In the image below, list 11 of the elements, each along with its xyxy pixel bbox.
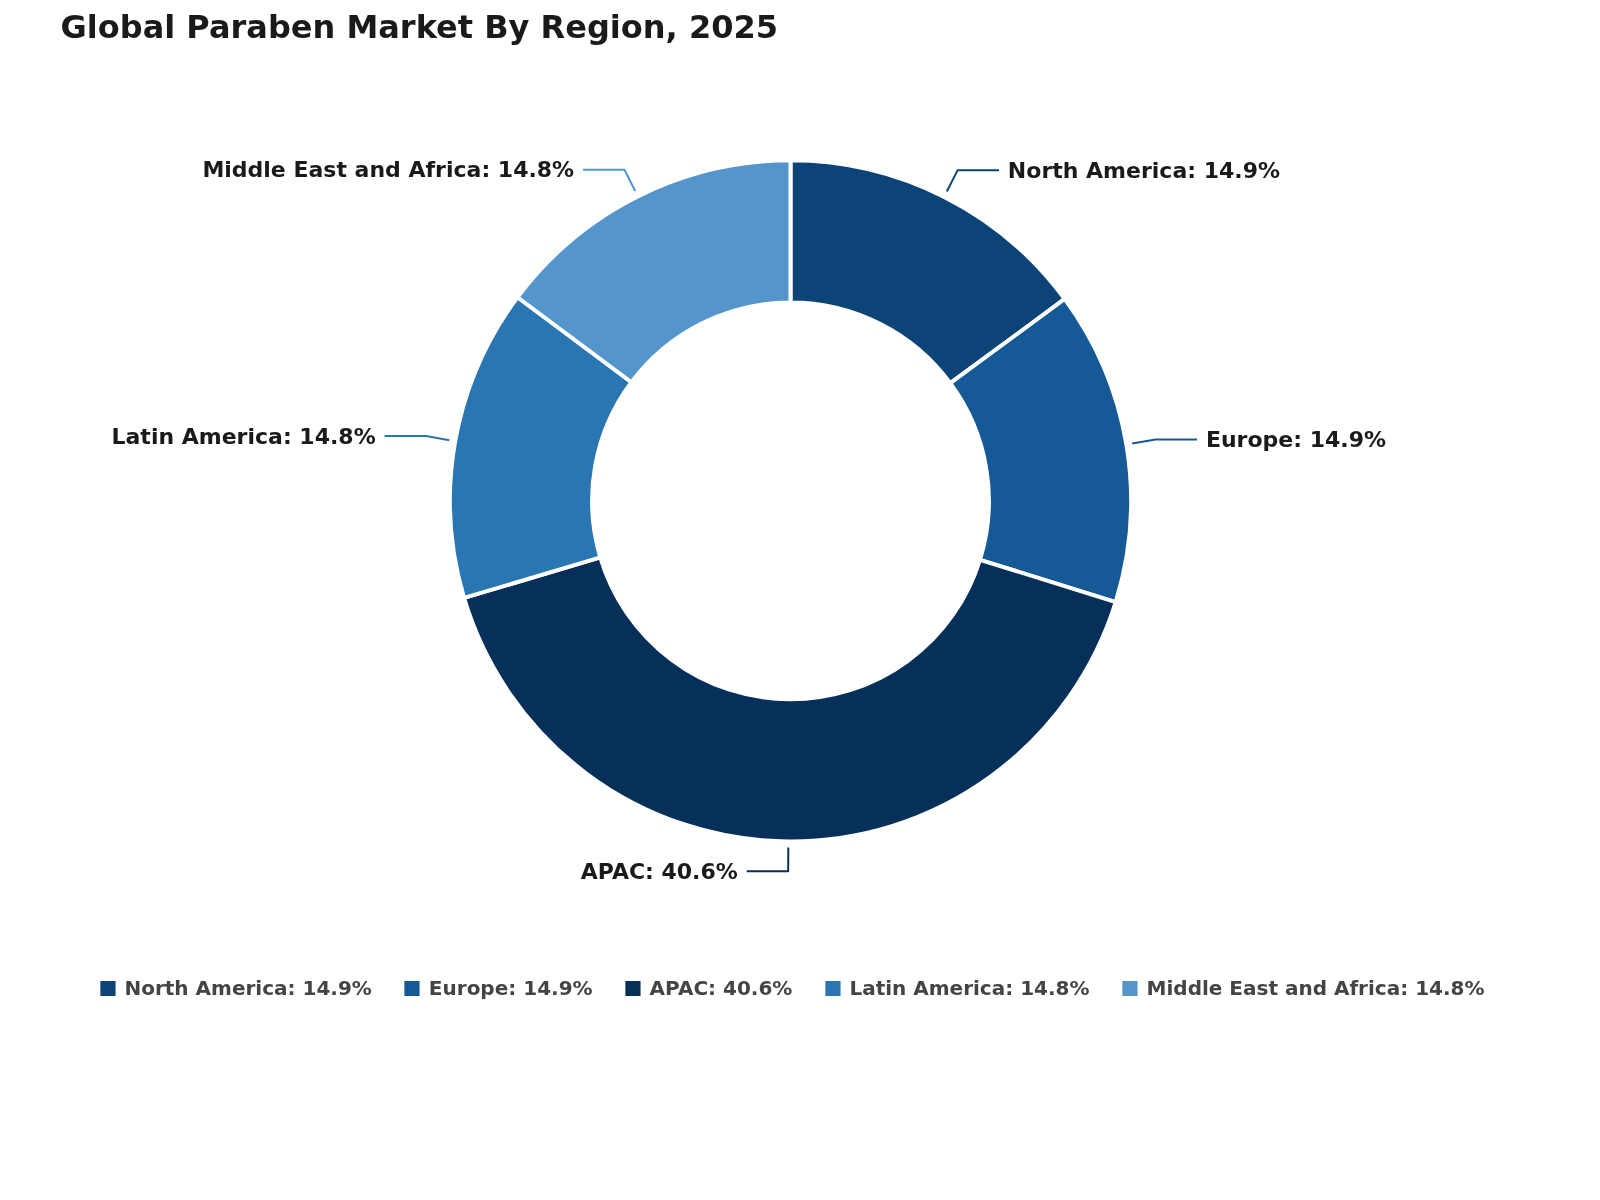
slice-label: North America: 14.9% bbox=[1007, 157, 1281, 183]
legend-label: APAC: 40.6% bbox=[649, 976, 793, 1000]
legend-label: Europe: 14.9% bbox=[428, 976, 593, 1000]
legend-label: North America: 14.9% bbox=[124, 976, 372, 1000]
slice-label: Latin America: 14.8% bbox=[111, 423, 376, 449]
slice-label: Middle East and Africa: 14.8% bbox=[202, 157, 575, 183]
slice-label: APAC: 40.6% bbox=[580, 858, 738, 884]
legend-label: Middle East and Africa: 14.8% bbox=[1146, 976, 1485, 1000]
legend-label: Latin America: 14.8% bbox=[849, 976, 1090, 1000]
chart-title: Global Paraben Market By Region, 2025 bbox=[60, 7, 778, 46]
slice-label: Europe: 14.9% bbox=[1205, 426, 1387, 452]
